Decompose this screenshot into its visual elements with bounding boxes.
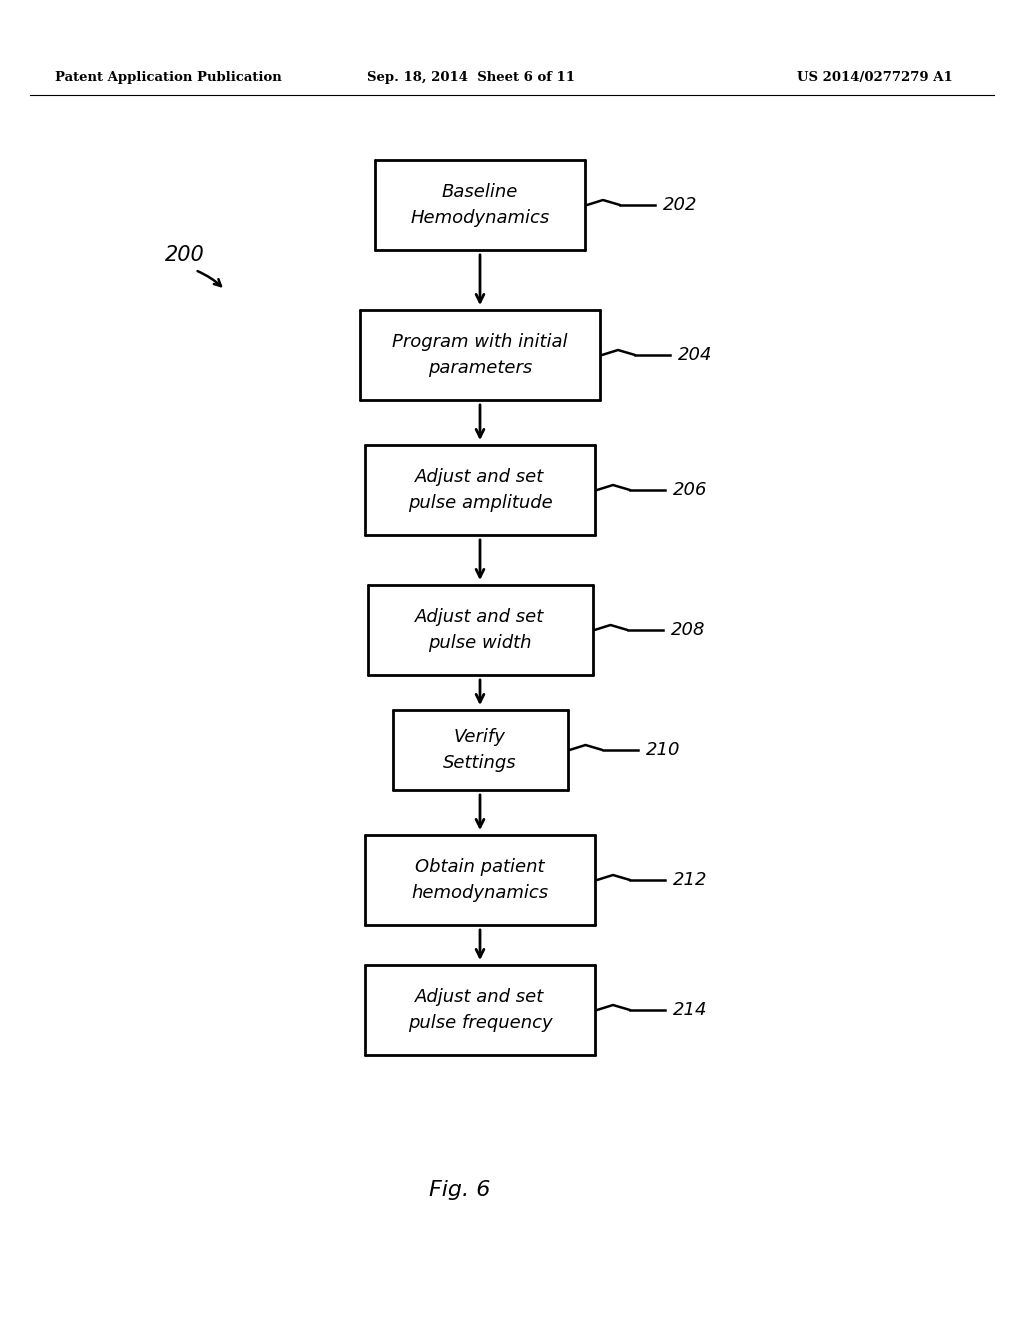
Text: 206: 206 — [673, 480, 708, 499]
Text: 200: 200 — [165, 246, 205, 265]
Text: pulse width: pulse width — [428, 634, 531, 652]
Text: Adjust and set: Adjust and set — [416, 469, 545, 486]
Text: pulse frequency: pulse frequency — [408, 1014, 552, 1032]
Text: pulse amplitude: pulse amplitude — [408, 494, 552, 512]
Text: 208: 208 — [671, 620, 705, 639]
Text: Adjust and set: Adjust and set — [416, 609, 545, 626]
Text: 204: 204 — [678, 346, 713, 364]
Text: Hemodynamics: Hemodynamics — [411, 209, 550, 227]
Text: Patent Application Publication: Patent Application Publication — [55, 71, 282, 84]
Text: hemodynamics: hemodynamics — [412, 884, 549, 902]
Text: 210: 210 — [645, 741, 680, 759]
Text: Obtain patient: Obtain patient — [416, 858, 545, 876]
Text: Program with initial: Program with initial — [392, 333, 567, 351]
Text: 214: 214 — [673, 1001, 708, 1019]
Text: Baseline: Baseline — [441, 183, 518, 201]
Text: Settings: Settings — [443, 754, 517, 772]
Text: Sep. 18, 2014  Sheet 6 of 11: Sep. 18, 2014 Sheet 6 of 11 — [367, 71, 575, 84]
Text: Adjust and set: Adjust and set — [416, 987, 545, 1006]
Text: 212: 212 — [673, 871, 708, 888]
Text: Verify: Verify — [454, 729, 506, 746]
Text: 202: 202 — [663, 195, 697, 214]
Text: Fig. 6: Fig. 6 — [429, 1180, 490, 1200]
Text: parameters: parameters — [428, 359, 532, 378]
Text: US 2014/0277279 A1: US 2014/0277279 A1 — [797, 71, 952, 84]
